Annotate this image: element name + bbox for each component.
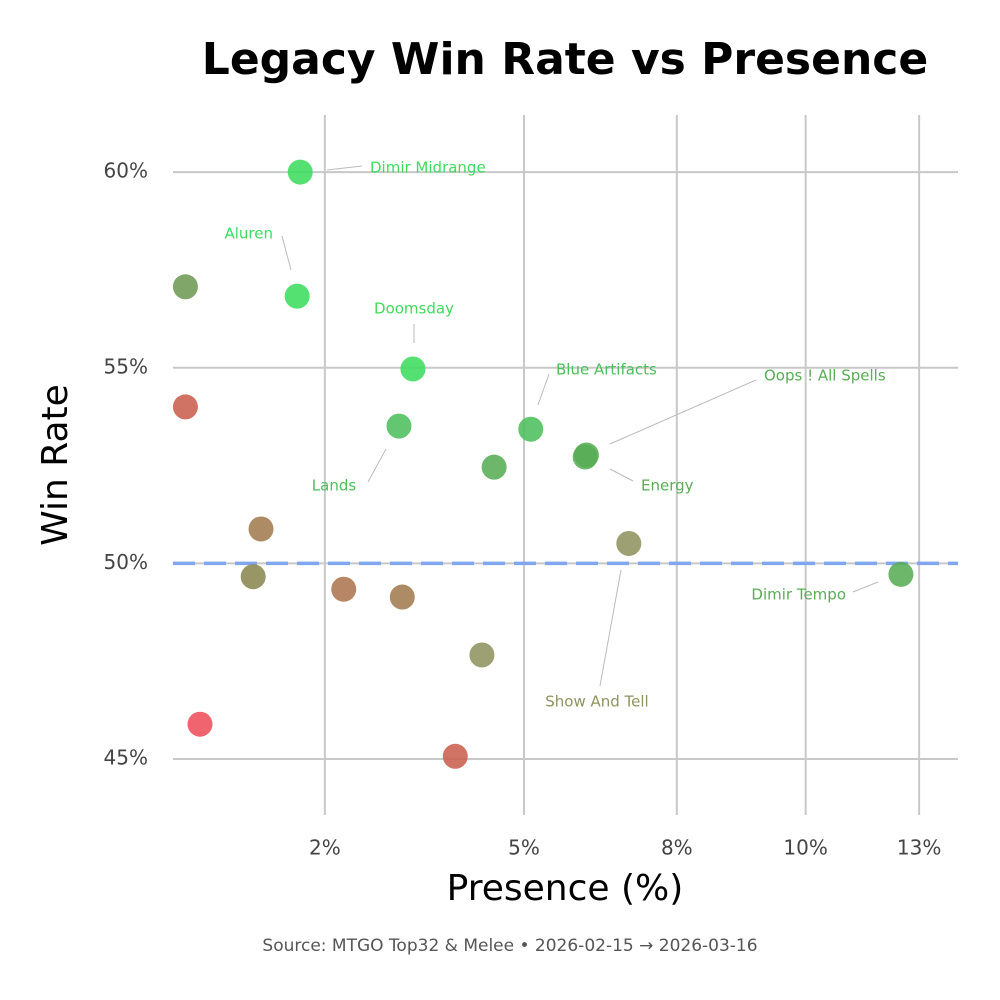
point — [172, 394, 198, 420]
x-tick-label: 10% — [783, 836, 827, 860]
point-label: Dimir Midrange — [370, 159, 486, 177]
point — [572, 444, 598, 470]
point — [248, 516, 274, 542]
y-tick-label: 55% — [104, 354, 148, 378]
point — [481, 454, 507, 480]
point — [187, 711, 213, 737]
x-tick-label: 2% — [309, 836, 341, 860]
x-tick-label: 5% — [508, 836, 540, 860]
caption: Source: MTGO Top32 & Melee • 2026-02-15 … — [262, 936, 757, 956]
point — [389, 584, 415, 610]
leader-line — [852, 581, 879, 593]
point-label: Lands — [312, 477, 357, 495]
point-label: Energy — [641, 477, 694, 495]
y-tick-label: 45% — [104, 746, 148, 770]
point-label: Dimir Tempo — [751, 586, 846, 604]
leader-line — [609, 379, 757, 445]
y-axis-title: Win Rate — [35, 384, 76, 546]
leader-line — [326, 165, 363, 171]
leader-line — [367, 448, 387, 483]
leader-line — [281, 235, 292, 271]
point-label: Aluren — [224, 225, 273, 243]
leader-line — [537, 373, 550, 406]
point-label: Doomsday — [374, 300, 454, 318]
point — [240, 564, 266, 590]
x-tick-label: 13% — [897, 836, 941, 860]
point — [331, 576, 357, 602]
chart-title: Legacy Win Rate vs Presence — [202, 34, 928, 85]
point-label: Blue Artifacts — [556, 361, 657, 379]
point — [284, 283, 310, 309]
point-label: Oops ! All Spells — [764, 367, 886, 385]
leader-line — [609, 468, 634, 482]
point — [386, 413, 412, 439]
point — [888, 561, 914, 587]
point — [469, 642, 495, 668]
point-label: Show And Tell — [545, 693, 648, 711]
x-axis-title: Presence (%) — [447, 868, 684, 909]
point — [616, 530, 642, 556]
x-tick-label: 8% — [661, 836, 693, 860]
leader-line — [599, 569, 622, 687]
point — [442, 743, 468, 769]
y-tick-label: 60% — [104, 159, 148, 183]
y-tick-label: 50% — [104, 550, 148, 574]
point — [172, 274, 198, 300]
point — [287, 159, 313, 185]
point — [518, 416, 544, 442]
point — [400, 356, 426, 382]
